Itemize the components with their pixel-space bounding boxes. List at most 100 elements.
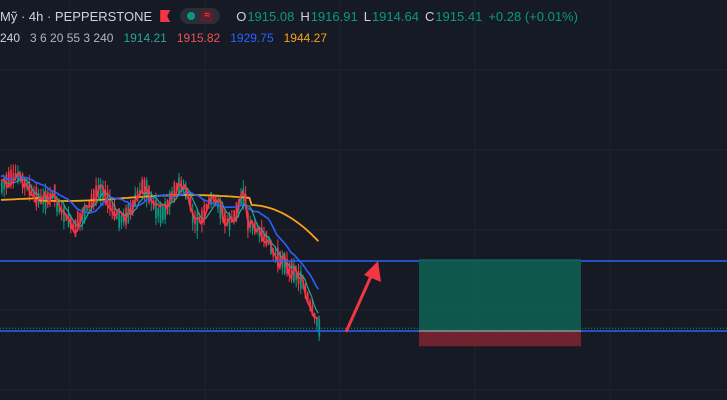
close-label: C [424,8,435,24]
candle-body [214,196,217,203]
profit-zone [419,259,581,331]
candle-body [76,212,79,226]
candle-body [49,192,51,201]
candle-body [65,214,68,221]
candle-body [159,204,162,224]
candle-body [5,174,8,188]
indicator-name: 240 [0,31,21,45]
candle-body [219,199,222,219]
candle-body [265,231,268,246]
candle-body [88,200,91,208]
candle-body [196,213,199,231]
candle-body [33,191,35,197]
candle-body [143,179,146,195]
candle-body [113,204,116,220]
candle-body [152,200,155,209]
candle-body [157,208,160,217]
candle-body [260,227,263,242]
candle-body [194,217,196,225]
chart-legend-header: Mỹ · 4h · PEPPERSTONE ≈ O 1915.08 H 1916… [0,6,578,26]
candle-body [224,211,226,226]
candle-body [72,223,74,229]
candle-body [56,200,58,213]
candle-body [290,261,293,281]
candle-body [263,233,265,240]
candle-body [270,246,272,254]
status-pill[interactable]: ≈ [180,8,221,24]
candle-body [279,251,281,267]
candle-body [118,208,120,228]
candle-body [178,177,180,195]
candle-body [311,305,314,315]
candle-body [240,195,242,206]
close-value: 1915.41 [435,8,483,24]
indicator-params: 3 6 20 55 3 240 [30,31,114,45]
candle-body [251,221,254,231]
candle-body [93,189,95,203]
arrow-shaft [344,273,374,333]
low-value: 1914.64 [371,8,419,24]
candle-body [99,185,102,198]
candle-body [111,205,114,211]
candle-body [277,247,279,267]
candle-body [63,207,65,223]
indicator-value-4: 1944.27 [283,31,328,45]
candle-body [293,264,295,282]
candle-body [306,293,309,303]
candle-body [191,212,194,224]
candle-body [155,199,157,219]
ema-mid-line [0,178,319,314]
candle-body [164,202,166,220]
candle-body [44,190,47,210]
candle-body [295,270,298,281]
candle-body [316,317,318,327]
candle-body [10,169,12,185]
candle-body [60,209,63,215]
candle-body [288,263,291,274]
candle-body [95,185,97,201]
loss-zone [419,331,581,347]
candle-body [217,199,219,209]
high-label: H [300,8,310,24]
indicator-value-2: 1915.82 [176,31,221,45]
ema-55-line [0,174,320,290]
change-value: +0.28 (+0.01%) [488,8,578,24]
indicator-legend[interactable]: 240 3 6 20 55 3 240 1914.21 1915.82 1929… [0,30,337,46]
equals-icon: ≈ [201,10,214,22]
high-value: 1916.91 [310,8,358,24]
candle-body [141,179,143,193]
candle-body [300,271,302,289]
candle-body [233,210,235,221]
candle-body [235,202,238,218]
symbol-title[interactable]: Mỹ · 4h · PEPPERSTONE [0,8,153,24]
candle-body [162,206,164,220]
candle-body [12,172,15,180]
candle-body [58,206,61,213]
candle-body [313,313,316,319]
candle-body [189,195,192,210]
open-label: O [236,8,247,24]
live-status-dot-icon [187,12,196,20]
candle-body [86,206,88,212]
candle-body [109,197,111,210]
flag-icon[interactable] [160,10,171,22]
ema-fast-line [0,171,319,320]
candle-body [173,182,176,201]
candle-body [201,209,203,225]
candle-body [74,220,77,237]
arrow-up-icon [364,261,381,282]
candle-body [30,188,33,195]
candle-body [228,213,231,231]
candle-body [203,205,206,219]
candle-body [1,180,3,193]
indicator-value-1: 1914.21 [123,31,167,45]
candle-body [102,186,104,199]
candle-body [3,178,5,190]
candle-body [205,204,208,209]
candle-body [309,300,311,308]
open-value: 1915.08 [247,8,295,24]
candle-body [120,215,123,223]
indicator-value-3: 1929.75 [230,31,274,45]
candle-body [35,186,38,207]
